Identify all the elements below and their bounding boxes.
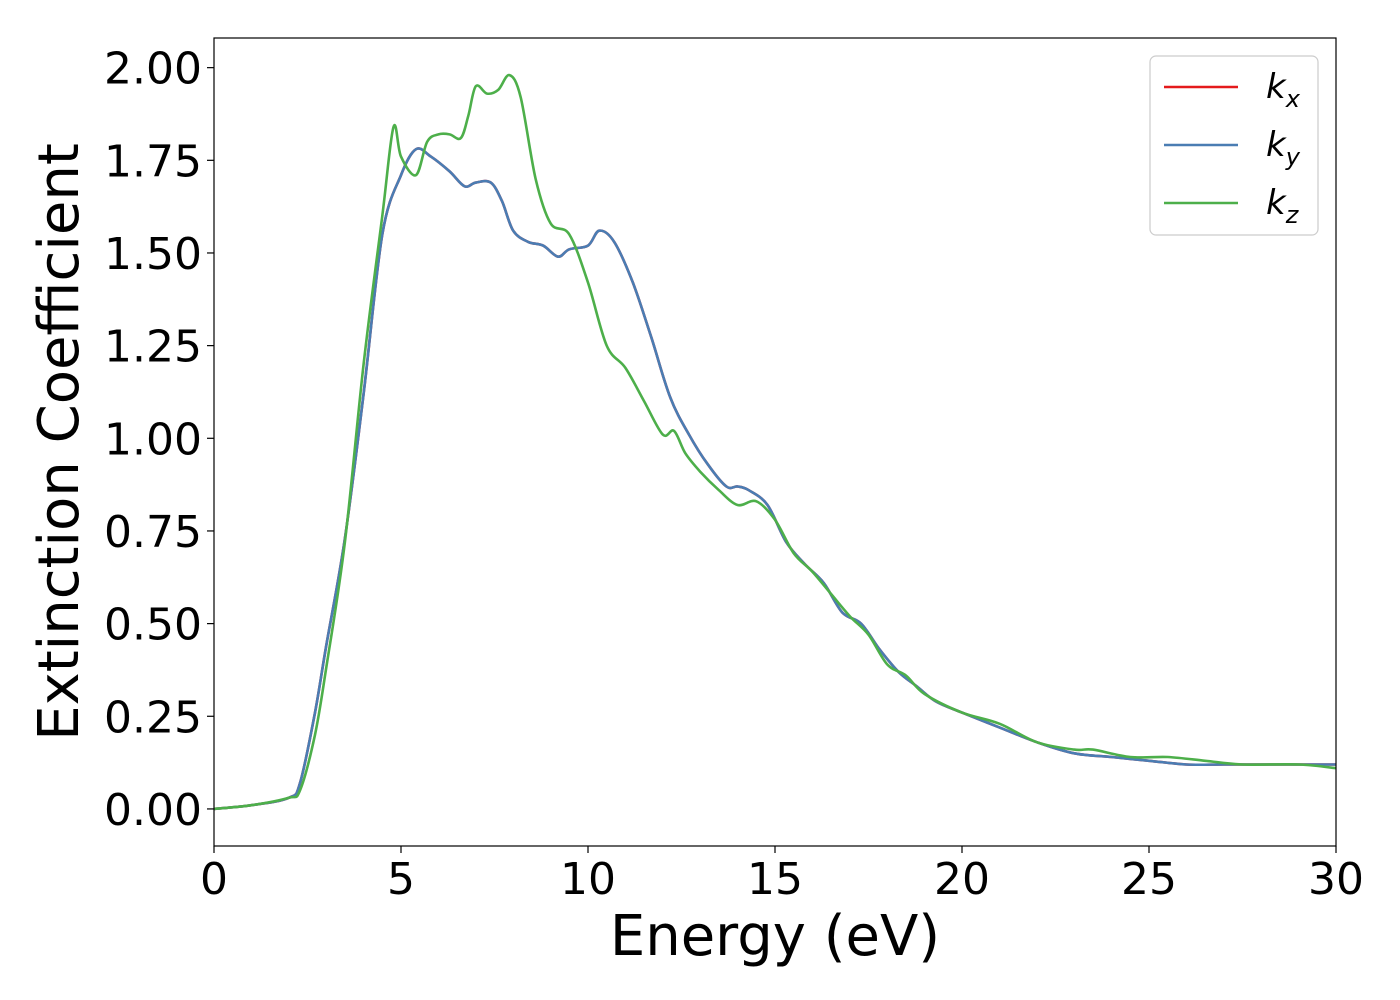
x-axis-ticks: 0 5 10 15 20 25 30 [200,846,1364,905]
y-tick-label: 1.00 [104,414,202,465]
series-line-ky [213,147,1336,811]
y-tick-label: 0.50 [104,600,202,651]
y-axis-title: Extinction Coefficient [27,143,92,741]
legend-label-subscript: x [1285,85,1301,113]
x-tick-label: 25 [1121,854,1177,905]
x-axis-title: Energy (eV) [610,904,940,969]
legend-label-ky: ky [1266,125,1301,171]
legend-label-kx: kx [1266,67,1301,113]
y-tick-label: 1.75 [104,136,202,187]
x-tick-label: 0 [200,854,228,905]
x-tick-label: 10 [560,854,616,905]
legend-label-main: k [1266,183,1287,223]
legend-label-main: k [1266,125,1287,165]
y-axis-ticks: 0.00 0.25 0.50 0.75 1.00 1.25 1.50 1.75 2.00 [104,44,214,836]
y-tick-label: 2.00 [104,44,202,95]
plot-lines [213,73,1337,811]
y-tick-label: 0.00 [104,785,202,836]
y-tick-label: 0.75 [104,507,202,558]
legend-label-subscript: y [1285,143,1301,171]
legend-label-subscript: z [1285,201,1300,229]
legend-label-main: k [1266,67,1287,107]
x-tick-label: 15 [747,854,803,905]
legend-label-kz: kz [1266,183,1300,229]
x-tick-label: 20 [934,854,990,905]
x-tick-label: 30 [1308,854,1364,905]
x-tick-label: 5 [387,854,415,905]
y-tick-label: 1.25 [104,322,202,373]
y-tick-label: 0.25 [104,692,202,743]
y-tick-label: 1.50 [104,229,202,280]
series-line-kz [213,73,1337,811]
